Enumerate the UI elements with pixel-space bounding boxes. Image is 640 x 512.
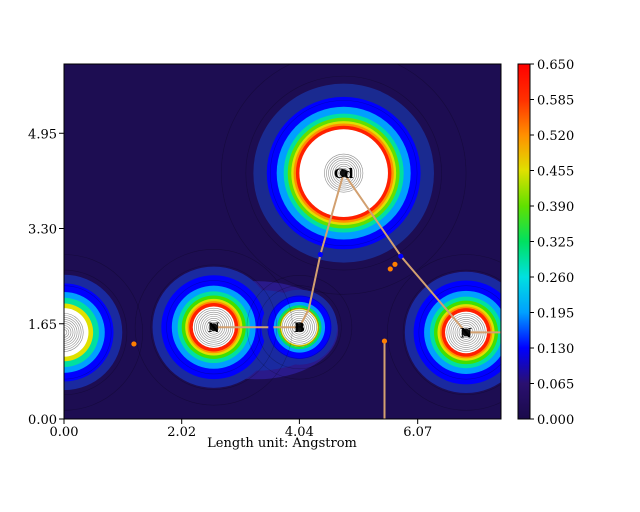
- colorbar-tick-label: 0.260: [537, 271, 574, 286]
- atom-label: N: [208, 321, 220, 336]
- colorbar-tick-label: 0.195: [537, 307, 574, 322]
- atom-labels: N B Cd N: [208, 167, 472, 341]
- contour-line: [334, 163, 354, 183]
- density-map: N B Cd N: [63, 63, 502, 420]
- colorbar-tick-label: 0.130: [537, 342, 574, 357]
- contour-line: [269, 100, 418, 247]
- colorbar-tick-label: 0.455: [537, 165, 574, 180]
- y-tick-label: 0.00: [28, 413, 57, 428]
- atom-density-3: [404, 271, 501, 394]
- bond-critical-point: [268, 324, 274, 330]
- critical-points: [131, 251, 404, 347]
- y-axis: 0.00 1.65 3.30 4.95: [28, 127, 64, 428]
- bond-critical-point: [398, 253, 404, 259]
- colorbar-tick-label: 0.000: [537, 413, 574, 428]
- density-ring: [64, 308, 89, 357]
- contour-line: [328, 157, 360, 189]
- contour-line: [64, 269, 128, 396]
- bond-critical-point: [317, 251, 323, 258]
- x-tick-label: 4.04: [285, 425, 314, 440]
- contour-line: [64, 323, 74, 342]
- bond-path: [342, 172, 501, 334]
- contour-line: [64, 329, 68, 336]
- contour-line: [64, 317, 80, 348]
- contour-line: [221, 64, 467, 295]
- bond-path: [298, 172, 345, 328]
- atom-label: Cd: [334, 167, 353, 182]
- atom-density-4: [64, 274, 123, 391]
- contour-line: [402, 269, 501, 396]
- colorbar: 0.000 0.065 0.130 0.195 0.260 0.325 0.390 0.455…: [517, 58, 574, 428]
- contour-line: [64, 254, 143, 411]
- atom-nucleus: [339, 169, 348, 178]
- y-tick-label: 3.30: [28, 223, 57, 238]
- contour-line: [418, 285, 501, 380]
- x-tick-label: 0.00: [50, 425, 79, 440]
- x-tick-label: 6.07: [403, 425, 432, 440]
- x-axis-label: Length unit: Angstrom: [207, 436, 357, 451]
- plot-frame: [63, 63, 502, 420]
- y-tick-label: 4.95: [28, 127, 57, 142]
- contour-line: [326, 155, 362, 191]
- atom-nucleus: [295, 323, 304, 332]
- colorbar-tick-label: 0.065: [537, 378, 574, 393]
- contour-line: [332, 161, 356, 185]
- ring-critical-point: [392, 261, 398, 267]
- contour-line: [330, 159, 358, 187]
- atom-nucleus: [209, 323, 218, 332]
- contour-line: [64, 313, 84, 352]
- colorbar-gradient: [517, 63, 531, 420]
- contour-line: [64, 285, 112, 380]
- colorbar-tick-label: 0.390: [537, 200, 574, 215]
- ring-critical-point: [387, 266, 393, 272]
- atom-label: B: [294, 321, 305, 336]
- atom-nucleus: [462, 328, 471, 337]
- contour-line: [64, 325, 72, 340]
- y-tick-label: 1.65: [28, 318, 57, 333]
- atom-label: N: [460, 326, 472, 341]
- contour-line: [324, 153, 364, 193]
- colorbar-tick-label: 0.650: [537, 58, 574, 73]
- bond-paths: [213, 172, 501, 419]
- ring-critical-point: [131, 341, 137, 347]
- ring-critical-point: [381, 338, 388, 344]
- contour-line: [387, 254, 501, 411]
- x-axis: 0.00 2.02 4.04 6.07: [50, 419, 432, 440]
- contour-line: [338, 167, 349, 179]
- contour-line: [64, 327, 70, 338]
- colorbar-ticks: 0.000 0.065 0.130 0.195 0.260 0.325 0.390 0.455…: [530, 58, 574, 428]
- contour-line: [245, 75, 442, 271]
- colorbar-tick-label: 0.585: [537, 94, 574, 109]
- colorbar-tick-label: 0.520: [537, 129, 574, 144]
- contour-line: [64, 315, 82, 350]
- x-tick-label: 2.02: [167, 425, 196, 440]
- colorbar-tick-label: 0.325: [537, 236, 574, 251]
- contour-line: [64, 321, 76, 344]
- contour-line: [64, 319, 78, 346]
- contour-line: [336, 165, 351, 181]
